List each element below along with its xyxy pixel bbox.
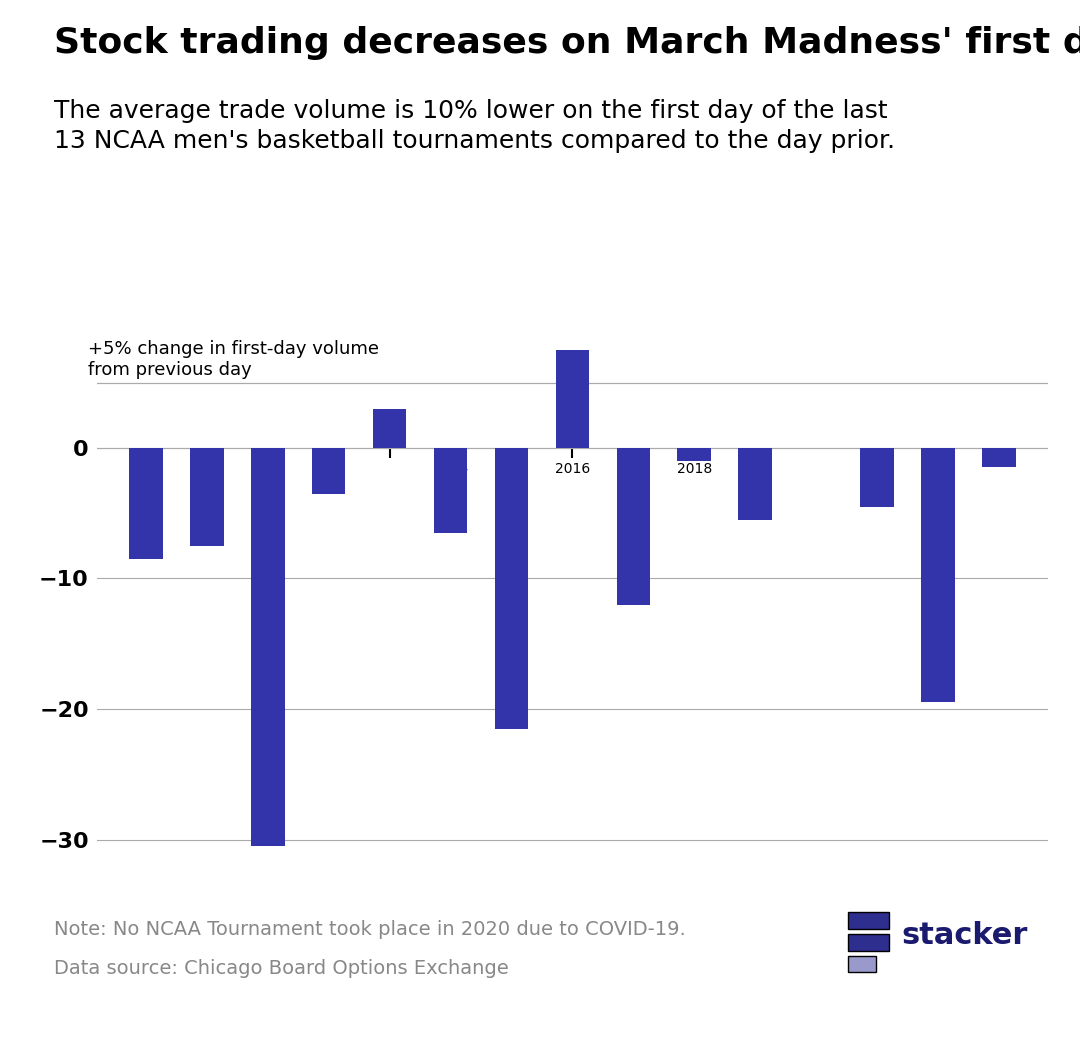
- Text: stacker: stacker: [902, 921, 1028, 951]
- Bar: [312, 448, 346, 494]
- Bar: [861, 448, 894, 506]
- Bar: [251, 448, 284, 847]
- Bar: [495, 448, 528, 729]
- Text: Stock trading decreases on March Madness' first day: Stock trading decreases on March Madness…: [54, 26, 1080, 60]
- Bar: [982, 448, 1015, 467]
- Bar: [677, 448, 711, 461]
- Bar: [921, 448, 955, 702]
- Bar: [373, 409, 406, 448]
- Bar: [617, 448, 650, 604]
- Text: The average trade volume is 10% lower on the first day of the last
13 NCAA men's: The average trade volume is 10% lower on…: [54, 99, 895, 154]
- Text: Note: No NCAA Tournament took place in 2020 due to COVID-19.: Note: No NCAA Tournament took place in 2…: [54, 920, 686, 939]
- Bar: [555, 349, 590, 448]
- Bar: [190, 448, 224, 546]
- Bar: [434, 448, 468, 532]
- Text: +5% change in first-day volume
from previous day: +5% change in first-day volume from prev…: [87, 340, 379, 379]
- Text: Data source: Chicago Board Options Exchange: Data source: Chicago Board Options Excha…: [54, 959, 509, 978]
- Bar: [739, 448, 772, 520]
- Bar: [130, 448, 163, 558]
